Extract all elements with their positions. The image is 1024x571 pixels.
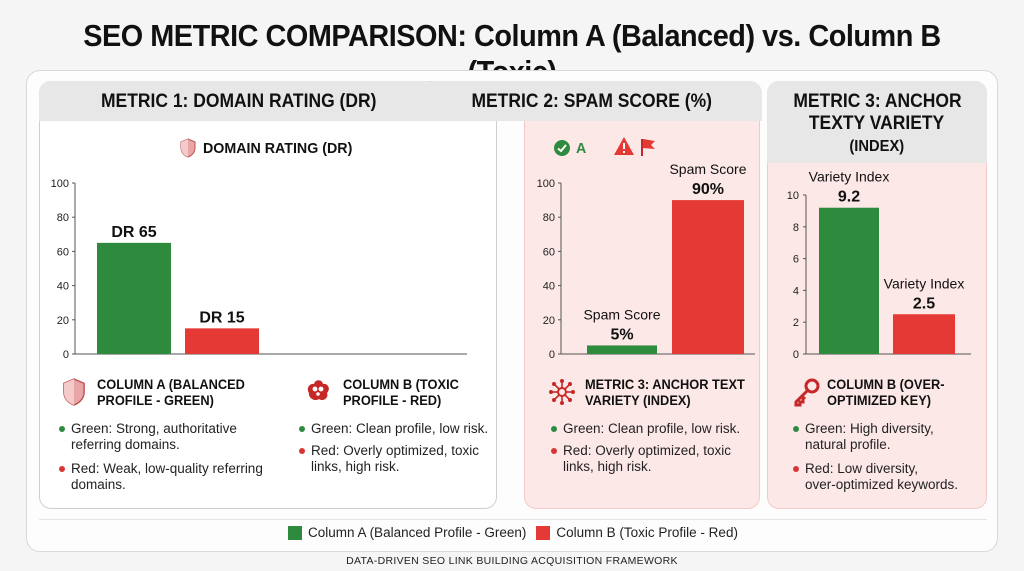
column-b-over-optimized-heading: COLUMN B (OVER- OPTIMIZED KEY): [827, 377, 945, 408]
data-label: 2.5: [913, 295, 935, 312]
warning-icon: [614, 137, 634, 155]
y-tick-label: 0: [793, 349, 799, 361]
column-a-heading: COLUMN A (BALANCED PROFILE - GREEN): [97, 377, 245, 408]
tab-metric-3: METRIC 3: ANCHOR TEXTY VARIETY (INDEX): [767, 81, 987, 163]
list-item: Red: Weak, low-quality referring domains…: [59, 461, 263, 493]
spam-score-chart: 0 20 40 60 80 100 5% Spam Score 90% Spam Score: [537, 161, 755, 361]
legend-item-a: Column A (Balanced Profile - Green): [288, 525, 526, 540]
list-item: Green: Strong, authoritative referring d…: [59, 421, 237, 453]
y-tick-label: 100: [51, 178, 69, 190]
y-tick-label: 80: [543, 212, 555, 224]
check-circle-icon: [554, 140, 570, 156]
key-icon: [794, 378, 820, 407]
data-label: 5%: [610, 326, 633, 343]
bar-series-label: Variety Index: [884, 275, 965, 291]
y-tick-label: 80: [57, 212, 69, 224]
legend-swatch-green: [288, 525, 303, 540]
bar-column-a: [819, 207, 879, 354]
list-item: Red: Low diversity, over-optimized keywo…: [793, 461, 958, 493]
y-tick-label: 0: [549, 349, 555, 361]
y-tick-label: 0: [63, 349, 69, 361]
anchor-variety-heading: METRIC 3: ANCHOR TEXT VARIETY (INDEX): [585, 377, 745, 408]
y-tick-label: 20: [543, 315, 555, 327]
bar-column-b: [893, 314, 955, 354]
network-icon: [549, 379, 575, 405]
y-tick-label: 20: [57, 315, 69, 327]
list-item: Red: Overly optimized, toxic links, high…: [551, 443, 731, 475]
anchor-variety-chart: 0 2 4 6 8 10 9.2 Variety Index 2.5 Variety Index: [787, 169, 971, 361]
data-label: DR 15: [199, 309, 244, 326]
shield-icon: [63, 378, 85, 406]
list-item: Green: High diversity, natural profile.: [793, 421, 934, 453]
y-tick-label: 40: [57, 281, 69, 293]
bar-column-b: [672, 200, 744, 354]
column-b-heading: COLUMN B (TOXIC PROFILE - RED): [343, 377, 459, 408]
y-tick-label: 8: [793, 222, 799, 234]
footer-caption: DATA-DRIVEN SEO LINK BUILDING ACQUISITIO…: [346, 555, 678, 567]
bar-series-label: Variety Index: [809, 169, 890, 185]
chart-heading-domain-rating: DOMAIN RATING (DR): [203, 140, 353, 157]
y-tick-label: 40: [543, 281, 555, 293]
y-tick-label: 6: [793, 254, 799, 266]
data-label: 90%: [692, 181, 724, 198]
bar-series-label: Spam Score: [669, 161, 746, 177]
chart-legend: Column A (Balanced Profile - Green) Colu…: [39, 519, 987, 545]
shield-icon: [180, 138, 196, 158]
y-tick-label: 2: [793, 317, 799, 329]
bar-column-b: [185, 328, 259, 354]
list-item: Green: Clean profile, low risk.: [299, 421, 488, 437]
tab-metric-2: METRIC 2: SPAM SCORE (%): [422, 81, 762, 121]
y-tick-label: 100: [537, 178, 555, 190]
y-tick-label: 10: [787, 190, 799, 202]
bar-column-a: [97, 242, 171, 354]
virus-icon: [307, 380, 329, 401]
bar-series-label: Spam Score: [583, 306, 660, 322]
data-label: 9.2: [838, 189, 860, 206]
flag-icon: [641, 139, 655, 156]
legend-item-b: Column B (Toxic Profile - Red): [536, 525, 738, 540]
legend-swatch-red: [536, 525, 551, 540]
tab-metric-1: METRIC 1: DOMAIN RATING (DR): [39, 81, 439, 121]
y-tick-label: 60: [543, 246, 555, 258]
status-a-label: A: [576, 140, 587, 157]
y-tick-label: 60: [57, 246, 69, 258]
list-item: Red: Overly optimized, toxic links, high…: [299, 443, 479, 475]
infographic-frame: METRIC 1: DOMAIN RATING (DR) METRIC 2: S…: [26, 70, 998, 552]
y-tick-label: 4: [793, 285, 799, 297]
list-item: Green: Clean profile, low risk.: [551, 421, 740, 437]
data-label: DR 65: [111, 224, 156, 241]
domain-rating-chart: 0 20 40 60 80 100 DR 65 DR 15: [51, 178, 467, 361]
bar-column-a: [587, 345, 657, 354]
